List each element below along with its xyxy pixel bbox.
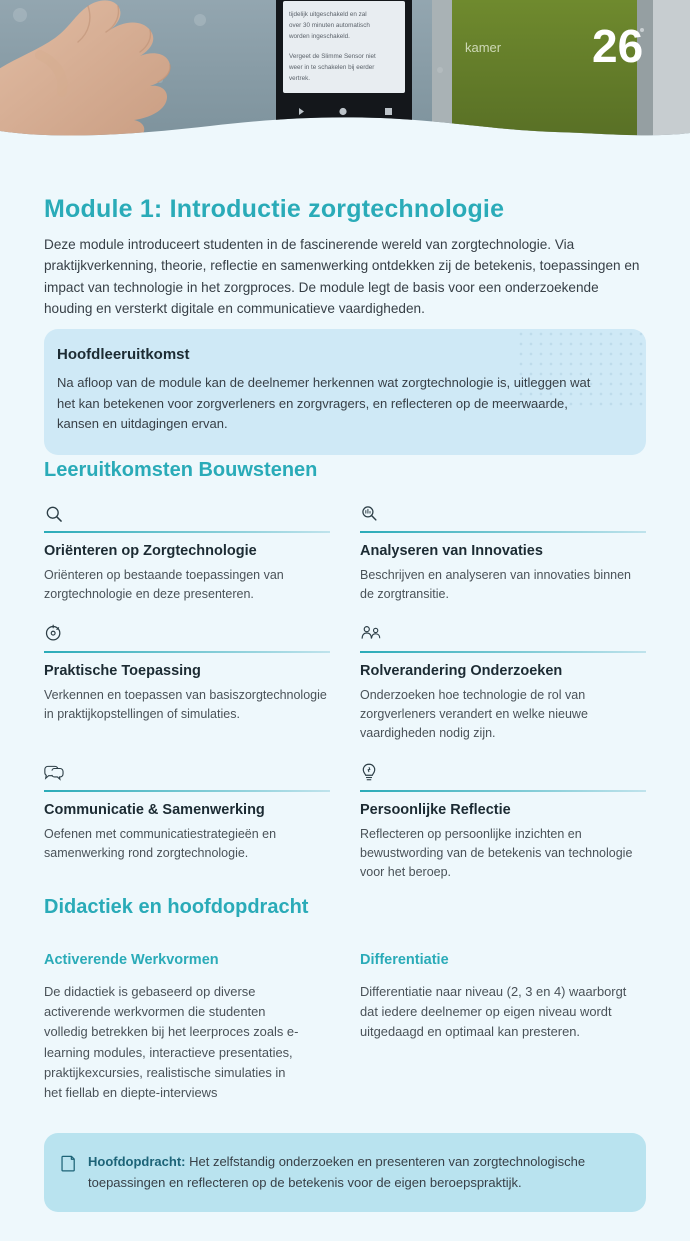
svg-text:vertrek.: vertrek.: [289, 75, 310, 82]
svg-text:Vergeet de Slimme Sensor niet: Vergeet de Slimme Sensor niet: [289, 53, 376, 60]
svg-text:kamer: kamer: [465, 40, 502, 55]
svg-text:tijdelijk uitgeschakeld en zal: tijdelijk uitgeschakeld en zal: [289, 11, 367, 18]
svg-text:26: 26: [592, 20, 643, 72]
svg-text:worden ingeschakeld.: worden ingeschakeld.: [288, 33, 350, 40]
svg-text:weer in te schakelen bij eerde: weer in te schakelen bij eerder: [288, 64, 374, 71]
svg-text:over 30 minuten automatisch: over 30 minuten automatisch: [289, 22, 370, 29]
svg-text:spectralink: spectralink: [315, 134, 345, 140]
